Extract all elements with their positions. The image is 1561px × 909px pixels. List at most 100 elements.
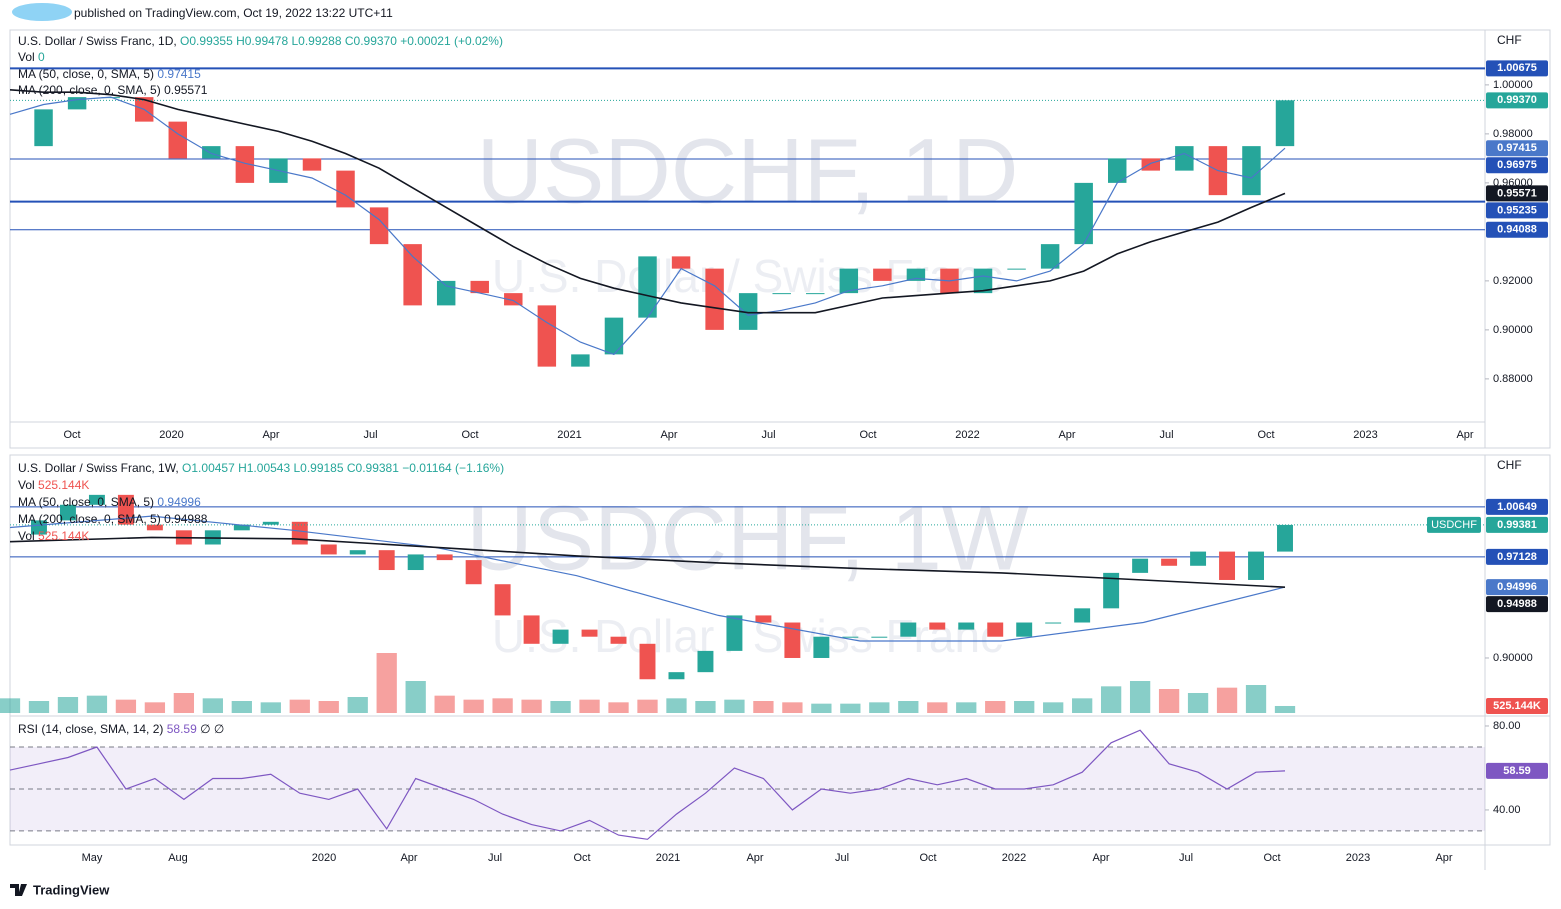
candle xyxy=(784,622,801,658)
candle xyxy=(738,293,758,330)
volume-badge-text: 525.144K xyxy=(1493,700,1541,712)
indicator-badge xyxy=(1486,185,1548,202)
candle xyxy=(638,256,657,318)
legend-line: Vol 525.144K xyxy=(18,529,89,543)
legend-item: 0.95571 xyxy=(164,83,208,97)
legend-item: 0 xyxy=(38,50,45,64)
axis-unit: CHF xyxy=(1497,33,1522,47)
level-badge-text: 1.00675 xyxy=(1497,62,1537,74)
last-price-badge xyxy=(1486,92,1548,109)
volume-bar xyxy=(289,699,310,713)
x-tick-label: Oct xyxy=(461,429,478,441)
candle xyxy=(929,622,946,630)
volume-bar xyxy=(869,702,890,713)
legend-line: MA (200, close, 0, SMA, 5) 0.95571 xyxy=(18,83,208,97)
candle xyxy=(813,636,830,658)
candle xyxy=(403,244,422,306)
candle xyxy=(378,550,395,571)
candle xyxy=(900,622,917,637)
legend-item: O1.00457 H1.00543 L0.99185 C0.99381 −0.0… xyxy=(182,461,504,475)
candle xyxy=(610,636,627,644)
volume-bar xyxy=(1100,686,1122,713)
volume-bar xyxy=(1014,701,1035,713)
x-tick-label: Oct xyxy=(919,852,936,864)
x-tick-label: Oct xyxy=(1263,852,1280,864)
volume-bar xyxy=(927,702,948,713)
x-tick-label: Aug xyxy=(168,852,188,864)
legend-line: Vol 0 xyxy=(18,50,45,64)
level-badge xyxy=(1486,60,1548,77)
x-tick-label: 2023 xyxy=(1353,429,1377,441)
candle xyxy=(504,293,523,306)
x-tick-label: Jul xyxy=(1159,429,1173,441)
legend-item: 0.94988 xyxy=(164,512,208,526)
candle xyxy=(571,354,590,367)
candle xyxy=(494,584,511,616)
y-tick-label: 1.00000 xyxy=(1493,79,1533,91)
x-tick-label: Oct xyxy=(859,429,876,441)
candle xyxy=(1103,572,1120,609)
volume-bar xyxy=(0,698,21,713)
legend-item: MA (200, close, 0, SMA, 5) xyxy=(18,512,161,526)
x-tick-label: 2023 xyxy=(1346,852,1370,864)
x-tick-label: Jul xyxy=(761,429,775,441)
volume-bar xyxy=(608,702,629,713)
level-badge-text: 0.95235 xyxy=(1497,204,1537,216)
volume-bar xyxy=(405,681,426,713)
candle xyxy=(436,280,456,306)
candle xyxy=(202,146,221,159)
level-badge-text: 1.00649 xyxy=(1497,501,1537,513)
candle xyxy=(34,109,53,147)
legend-line: U.S. Dollar / Swiss Franc, 1D, O0.99355 … xyxy=(18,34,503,48)
candle xyxy=(336,170,355,208)
volume-bar xyxy=(1129,681,1151,713)
candle xyxy=(31,520,47,535)
x-tick-label: Apr xyxy=(1435,852,1452,864)
volume-bar xyxy=(347,697,368,713)
candle xyxy=(1275,100,1295,147)
x-tick-label: Apr xyxy=(1456,429,1473,441)
volume-bar xyxy=(898,701,919,713)
volume-bar xyxy=(28,701,50,713)
x-tick-label: Oct xyxy=(63,429,80,441)
candle xyxy=(88,494,105,505)
candle xyxy=(349,550,366,555)
candle xyxy=(59,504,76,521)
candle xyxy=(235,146,255,183)
level-badge-text: 0.97128 xyxy=(1497,551,1537,563)
x-tick-label: Apr xyxy=(262,429,279,441)
x-tick-label: Jul xyxy=(363,429,377,441)
volume-bar xyxy=(463,699,484,713)
volume-bar xyxy=(492,698,513,713)
volume-badge xyxy=(1486,697,1548,714)
level-badge xyxy=(1486,202,1548,219)
y-tick-label: 0.88000 xyxy=(1493,373,1533,385)
x-tick-label: Jul xyxy=(488,852,502,864)
level-badge-text: 0.96975 xyxy=(1497,159,1537,171)
volume-bar xyxy=(1072,698,1093,713)
candle xyxy=(958,622,975,630)
level-badge xyxy=(1486,498,1548,515)
last-price-badge xyxy=(1486,516,1548,533)
x-tick-label: 2022 xyxy=(955,429,979,441)
last-price-badge-text: 0.99370 xyxy=(1497,94,1537,106)
volume-bar xyxy=(434,695,455,713)
candle xyxy=(291,521,308,545)
x-tick-label: Apr xyxy=(746,852,763,864)
volume-bar xyxy=(840,703,861,713)
indicator-badge xyxy=(1486,762,1548,779)
x-tick-label: Apr xyxy=(660,429,677,441)
legend-item: Vol xyxy=(18,529,35,543)
volume-bar xyxy=(666,698,687,713)
indicator-badge xyxy=(1486,579,1548,596)
candle xyxy=(1190,551,1207,566)
x-tick-label: Apr xyxy=(400,852,417,864)
candle xyxy=(1108,158,1127,183)
candle xyxy=(668,672,685,680)
volume-bar xyxy=(86,695,108,713)
candle xyxy=(407,554,424,571)
candle xyxy=(1040,244,1060,269)
volume-bar xyxy=(724,699,745,713)
candle xyxy=(369,207,389,245)
